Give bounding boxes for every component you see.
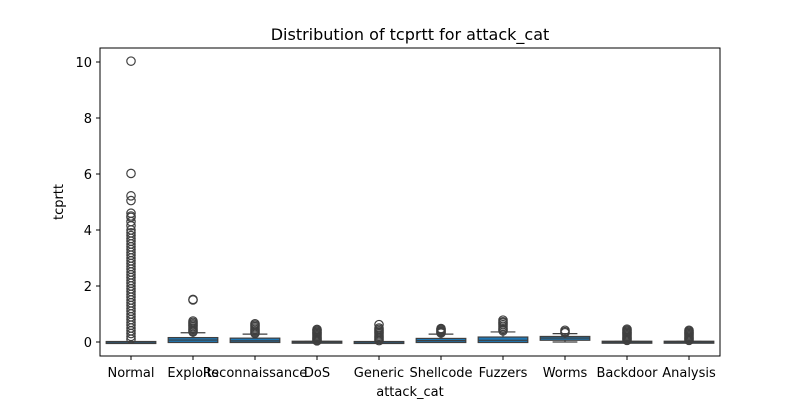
- outlier-point: [188, 327, 198, 337]
- outlier-point: [126, 334, 136, 344]
- box-normal: [105, 56, 157, 345]
- x-tick-label: Normal: [107, 366, 154, 381]
- box-exploits: [167, 294, 219, 344]
- x-tick-label: Analysis: [662, 366, 716, 381]
- x-tick-label: Shellcode: [409, 366, 472, 381]
- x-tick-label: Worms: [543, 366, 588, 381]
- x-tick-label: Reconnaissance: [203, 366, 308, 381]
- y-tick-label: 2: [84, 280, 92, 295]
- box-dos: [291, 324, 343, 346]
- x-tick-label: Generic: [354, 366, 404, 381]
- outlier-point: [126, 56, 136, 66]
- outlier-point: [560, 327, 570, 338]
- plot-area: [105, 56, 715, 346]
- x-tick-label: Exploits: [167, 366, 218, 381]
- chart-title: Distribution of tcprtt for attack_cat: [271, 25, 550, 45]
- y-axis-title: tcprtt: [52, 184, 67, 220]
- outlier-point: [126, 328, 136, 339]
- outlier-point: [374, 335, 384, 346]
- outlier-point: [188, 295, 198, 305]
- outlier-point: [126, 168, 136, 179]
- box-shellcode: [415, 323, 467, 344]
- outlier-point: [126, 221, 136, 231]
- y-tick-label: 6: [84, 168, 92, 183]
- x-tick-label: Fuzzers: [479, 366, 528, 381]
- x-axis-title: attack_cat: [376, 385, 444, 400]
- outlier-point: [684, 335, 694, 346]
- box-fuzzers: [477, 315, 529, 344]
- outlier-point: [126, 195, 136, 206]
- box-backdoor: [601, 324, 653, 346]
- box-reconnaissance: [229, 318, 281, 344]
- box-generic: [353, 319, 405, 346]
- y-tick-label: 8: [84, 112, 92, 127]
- outlier-point: [622, 335, 632, 346]
- x-tick-label: Backdoor: [596, 366, 658, 381]
- x-tick-label: DoS: [304, 366, 330, 381]
- outlier-point: [312, 336, 322, 346]
- outlier-point: [250, 328, 260, 339]
- box-worms: [539, 325, 591, 343]
- y-tick-label: 10: [75, 56, 92, 71]
- plot-frame: [99, 47, 721, 357]
- outlier-point: [498, 325, 508, 336]
- y-tick-label: 0: [84, 336, 92, 351]
- outlier-point: [126, 191, 136, 201]
- outlier-point: [126, 331, 136, 342]
- y-tick-label: 4: [84, 224, 92, 239]
- outlier-point: [436, 328, 446, 338]
- box-analysis: [663, 325, 715, 346]
